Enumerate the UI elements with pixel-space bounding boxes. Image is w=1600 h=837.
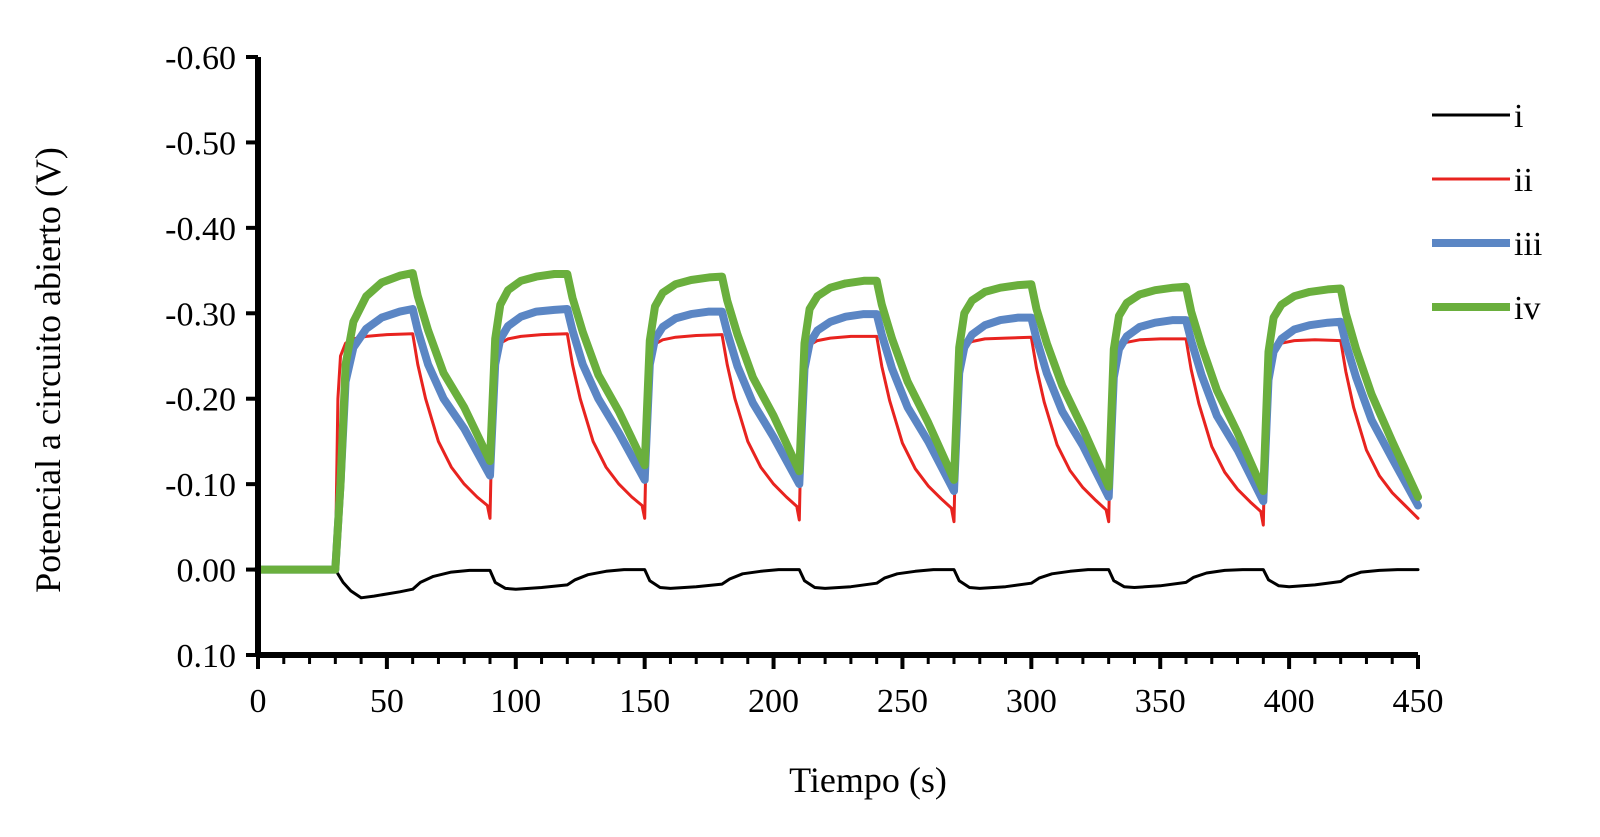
legend-label-iii: iii <box>1514 226 1542 263</box>
legend-label-ii: ii <box>1514 162 1533 199</box>
y-tick-label: -0.20 <box>165 382 236 419</box>
y-tick-label: -0.40 <box>165 211 236 248</box>
x-tick-label: 0 <box>250 683 267 720</box>
x-tick-label: 350 <box>1135 683 1186 720</box>
series-line-i <box>256 568 1420 600</box>
y-tick-label: -0.50 <box>165 125 236 162</box>
x-tick-label: 200 <box>748 683 799 720</box>
x-tick-layer: 0 50 100 150 200 250 300 350 400 450 <box>250 655 1444 720</box>
y-tick-label: -0.60 <box>165 40 236 77</box>
x-tick-label: 450 <box>1393 683 1444 720</box>
y-tick-label: 0.00 <box>177 553 237 590</box>
x-tick-label: 300 <box>1006 683 1057 720</box>
x-tick-label: 100 <box>490 683 541 720</box>
y-tick-label: 0.10 <box>177 638 237 675</box>
axes-layer <box>255 57 1418 658</box>
x-tick-label: 400 <box>1264 683 1315 720</box>
legend-label-i: i <box>1514 98 1523 135</box>
y-axis-title: Potencial a circuito abierto (V) <box>28 147 68 593</box>
x-tick-label: 150 <box>619 683 670 720</box>
x-tick-label: 50 <box>370 683 404 720</box>
series-layer <box>254 269 1422 600</box>
x-axis-title: Tiempo (s) <box>789 760 947 800</box>
series-line-iv <box>254 269 1422 574</box>
y-tick-label: -0.10 <box>165 467 236 504</box>
y-tick-layer: -0.60 -0.50 -0.40 -0.30 -0.20 -0.10 0.00 0.10 <box>165 40 258 675</box>
x-tick-label: 250 <box>877 683 928 720</box>
legend-label-iv: iv <box>1514 290 1540 327</box>
y-tick-label: -0.30 <box>165 296 236 333</box>
